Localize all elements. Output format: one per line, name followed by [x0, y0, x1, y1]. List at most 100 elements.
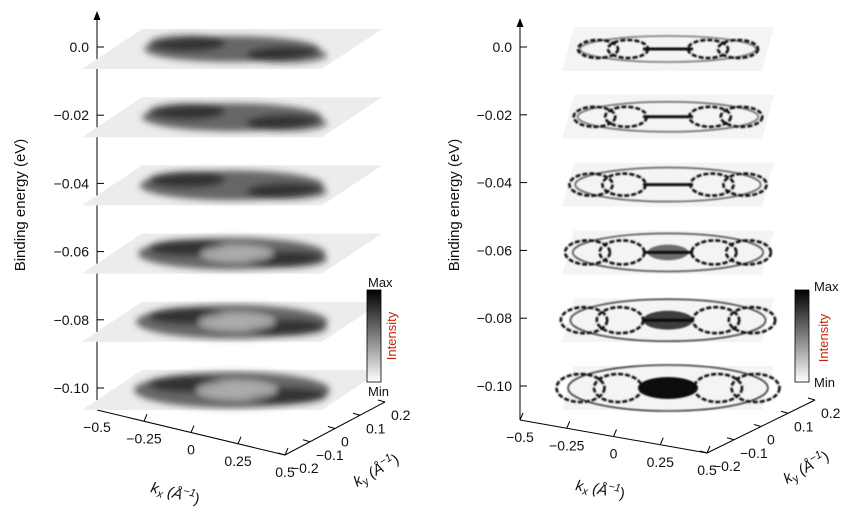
left-panel: Binding energy (eV) 0.0 −0.02 −0.04 −0.06 −0…	[12, 11, 411, 509]
intensity-band	[576, 101, 760, 133]
kx-tick	[143, 414, 148, 422]
ky-tick-label: 0.2	[391, 407, 411, 423]
intensity-band	[197, 381, 277, 399]
energy-tick-label: −0.08	[477, 310, 513, 326]
kx-tick	[519, 412, 524, 421]
y-axis-title: Binding energy (eV)	[12, 139, 29, 272]
ky-tick-label: −0.1	[316, 447, 344, 463]
kx-tick-label: −0.5	[506, 429, 534, 445]
ky-tick	[377, 399, 386, 403]
ky-tick	[753, 424, 762, 427]
ky-axis-title: ky (Å−1)	[780, 446, 834, 489]
intensity-band	[727, 305, 777, 335]
kx-tick	[659, 437, 664, 445]
kx-tick	[190, 425, 195, 433]
ky-tick	[780, 410, 789, 414]
ky-tick	[352, 412, 361, 416]
kx-tick	[613, 429, 617, 437]
energy-tick-label: −0.04	[477, 175, 513, 191]
colorbar-gradient	[794, 289, 810, 383]
energy-tick-label: 0.0	[70, 39, 90, 55]
energy-slice	[82, 97, 382, 138]
ky-tick	[726, 437, 735, 441]
kx-tick	[566, 421, 571, 429]
ky-tick	[327, 426, 336, 429]
intensity-band	[730, 372, 781, 404]
kx-tick-label: 0	[187, 442, 195, 458]
intensity-band	[149, 35, 225, 51]
intensity-band	[247, 183, 327, 200]
intensity-band	[569, 298, 767, 343]
intensity-band	[555, 372, 606, 404]
intensity-band	[576, 38, 620, 60]
intensity-band	[563, 239, 612, 266]
intensity-slices	[82, 29, 382, 410]
ky-tick-label: −0.1	[740, 445, 768, 461]
intensity-band	[199, 313, 275, 331]
kx-tick	[706, 445, 711, 454]
ky-tick-label: −0.2	[291, 460, 319, 476]
intensity-band	[642, 310, 694, 330]
intensity-band	[247, 115, 327, 132]
kx-tick-label: 0.5	[697, 462, 717, 478]
energy-tick-label: −0.02	[54, 107, 90, 123]
energy-slice	[562, 230, 774, 275]
right-panel: Binding energy (eV) 0.0 −0.02 −0.04 −0.06 −0…	[446, 18, 841, 504]
energy-slice	[562, 162, 774, 207]
energy-slice	[82, 370, 382, 410]
energy-slice	[559, 298, 777, 343]
ky-tick-label: 0	[767, 432, 775, 448]
energy-axis	[516, 18, 524, 420]
ky-tick	[699, 450, 708, 454]
energy-slice	[562, 94, 774, 139]
kx-tick	[284, 447, 289, 456]
colorbar-gradient	[366, 289, 382, 383]
ky-tick	[277, 452, 286, 456]
intensity-band	[559, 305, 609, 335]
energy-slice	[555, 364, 781, 412]
intensity-band	[690, 239, 738, 266]
kx-tick-label: −0.25	[126, 430, 162, 446]
intensity-band	[571, 232, 764, 273]
energy-tick-label: −0.02	[477, 107, 513, 123]
energy-tick-label: −0.04	[54, 175, 90, 191]
energy-axis	[93, 11, 101, 410]
kx-tick-label: 0	[610, 446, 618, 462]
intensity-band	[719, 105, 764, 129]
intensity-band	[149, 171, 225, 188]
colorbar-max-label: Max	[368, 275, 393, 290]
ky-tick-label: 0.1	[366, 420, 386, 436]
energy-slice	[82, 233, 382, 274]
colorbar: Max Min Intensity	[366, 275, 399, 399]
tick-marks: 0.0−0.02−0.04−0.06−0.08−0.10−0.5−0.2500.…	[54, 39, 411, 480]
intensity-band	[567, 364, 769, 412]
intensity-band	[579, 35, 757, 63]
colorbar-max-label: Max	[814, 279, 839, 294]
intensity-band	[638, 377, 698, 399]
ky-axis-title: ky (Å−1)	[350, 449, 404, 492]
ky-tick-label: 0.1	[794, 418, 814, 434]
kx-tick-label: −0.25	[549, 437, 585, 453]
ky-tick-label: 0.2	[821, 405, 841, 421]
kx-axis-title: kx (Å−1)	[574, 475, 627, 504]
colorbar-min-label: Min	[814, 375, 835, 390]
energy-tick-label: 0.0	[493, 39, 513, 55]
intensity-band	[247, 47, 327, 63]
colorbar-min-label: Min	[368, 384, 389, 399]
kx-axis-title: kx (Å−1)	[149, 477, 202, 509]
kx-tick-label: 0.25	[224, 453, 251, 469]
colorbar: Max Min Intensity	[794, 279, 839, 390]
kx-tick-label: −0.5	[83, 419, 111, 435]
ky-tick-label: 0	[341, 434, 349, 450]
energy-tick-label: −0.06	[54, 244, 90, 260]
kx-tick-label: 0.5	[275, 464, 295, 480]
intensity-band	[574, 166, 762, 203]
intensity-band	[722, 172, 768, 197]
energy-slice	[82, 301, 382, 342]
colorbar-title: Intensity	[816, 313, 831, 362]
intensity-band	[647, 244, 689, 261]
intensity-band	[201, 245, 273, 262]
energy-tick-label: −0.10	[54, 380, 90, 396]
intensity-band	[149, 103, 225, 120]
tick-marks: 0.0−0.02−0.04−0.06−0.08−0.10−0.5−0.2500.…	[477, 39, 841, 478]
